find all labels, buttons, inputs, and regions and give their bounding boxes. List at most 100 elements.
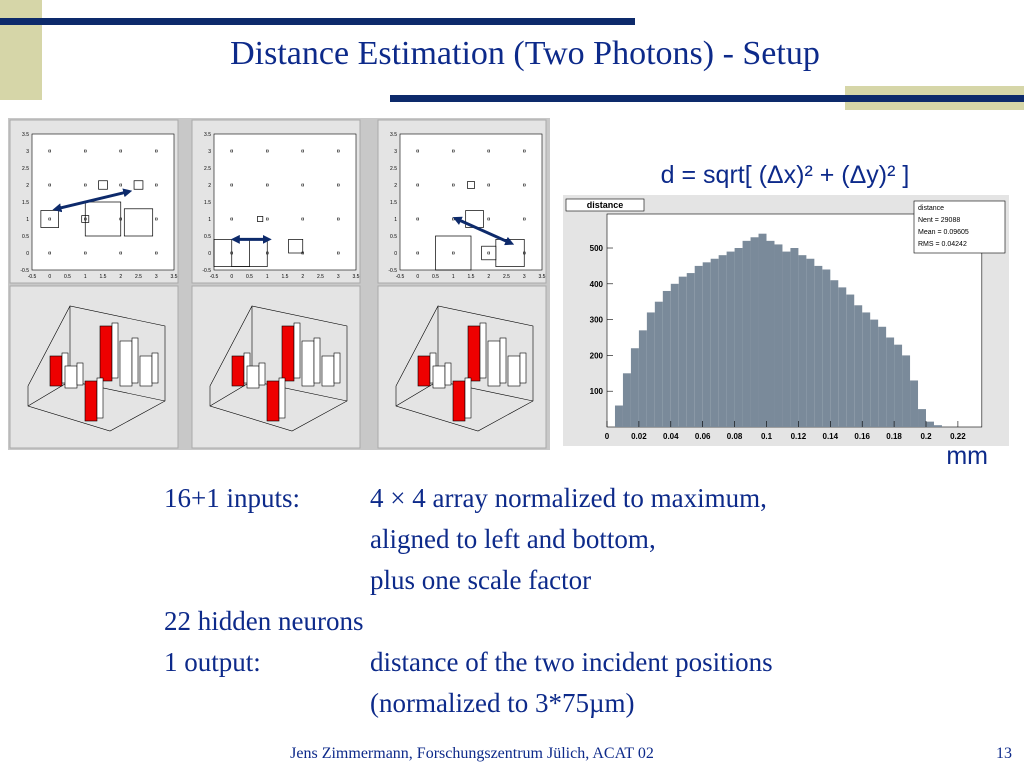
pixel-dot xyxy=(452,149,455,153)
x-tick-label: 3.5 xyxy=(171,274,178,280)
histogram-bar xyxy=(654,301,663,427)
lego-bar xyxy=(246,365,260,389)
x-tick-label: 2 xyxy=(119,274,122,280)
y-tick-label: 3 xyxy=(208,149,211,155)
pixel-dot xyxy=(266,149,269,153)
pixel-dot xyxy=(155,149,158,153)
x-tick-label: 3.5 xyxy=(353,274,360,280)
pixel-dot xyxy=(301,183,304,187)
pixel-dot xyxy=(155,217,158,221)
pixel-dot xyxy=(84,251,87,255)
x-tick-label: -0.5 xyxy=(396,274,405,280)
x-tick-label: 0.5 xyxy=(246,274,253,280)
histogram-bar xyxy=(710,258,719,427)
lego-bar-side xyxy=(96,377,104,419)
y-tick-label: 3.5 xyxy=(204,132,211,138)
x-tick-label: 2.5 xyxy=(135,274,142,280)
pixel-dot xyxy=(84,183,87,187)
stats-line: Mean = 0.09605 xyxy=(918,229,969,236)
pixel-dot xyxy=(452,251,455,255)
lego-bar-side xyxy=(131,337,139,384)
histogram-bar xyxy=(918,409,926,427)
x-tick-label: 2 xyxy=(301,274,304,280)
histogram-bar xyxy=(806,258,815,427)
pixel-dot xyxy=(337,217,340,221)
x-axis-label: mm xyxy=(946,442,988,470)
lego-bar-side xyxy=(151,352,159,384)
pixel-dot xyxy=(301,149,304,153)
lego-bar-side xyxy=(464,377,472,419)
lego-bar xyxy=(139,355,153,387)
histogram-bar xyxy=(718,255,727,427)
lego-bar xyxy=(231,355,245,387)
stats-line: Nent = 29088 xyxy=(918,217,960,224)
x-tick-label: 0.16 xyxy=(854,432,870,441)
histogram-bar xyxy=(798,255,807,427)
arrow xyxy=(452,216,515,246)
x-tick-label: 0.22 xyxy=(950,432,966,441)
histogram-bar xyxy=(774,244,783,427)
lego-bar xyxy=(49,355,63,387)
lego-bar-side xyxy=(313,337,321,384)
lego-bar-side xyxy=(333,352,341,384)
pixel-box xyxy=(123,208,154,237)
pixel-dot xyxy=(523,217,526,221)
pixel-dot xyxy=(266,217,269,221)
pixel-dot xyxy=(119,251,122,255)
lego-bar-side xyxy=(479,322,487,379)
histogram-bar xyxy=(678,276,687,427)
pixel-dot xyxy=(301,217,304,221)
pixel-dot xyxy=(452,183,455,187)
plot-area xyxy=(213,133,357,271)
x-tick-label: 0 xyxy=(416,274,419,280)
histogram-bar xyxy=(758,233,767,427)
histogram-bar xyxy=(766,240,775,427)
y-tick-label: 2 xyxy=(26,183,29,189)
lego-bar xyxy=(84,380,98,422)
y-tick-label: 2.5 xyxy=(390,166,397,172)
x-tick-label: 1 xyxy=(452,274,455,280)
lego-bar xyxy=(432,365,446,389)
slide-title: Distance Estimation (Two Photons) - Setu… xyxy=(230,35,820,72)
pixel-dot xyxy=(48,217,51,221)
histogram-bar xyxy=(630,348,639,427)
lego-bar xyxy=(507,355,521,387)
y-tick-label: 2 xyxy=(208,183,211,189)
histogram-bar xyxy=(822,269,831,427)
histogram-bar xyxy=(814,265,823,427)
histogram-bar xyxy=(726,251,735,427)
x-tick-label: 0 xyxy=(230,274,233,280)
pixel-box xyxy=(257,216,264,222)
lego-bar-side xyxy=(76,362,84,386)
pixel-box xyxy=(288,239,304,254)
x-tick-label: 1.5 xyxy=(468,274,475,280)
x-tick-label: 0.08 xyxy=(727,432,743,441)
lego-bar xyxy=(452,380,466,422)
pixel-dot xyxy=(155,183,158,187)
arrow xyxy=(52,188,133,213)
histogram-bar xyxy=(734,248,743,427)
y-tick-label: -0.5 xyxy=(388,268,397,274)
y-tick-label: 3.5 xyxy=(22,132,29,138)
pixel-dot xyxy=(416,251,419,255)
histogram-bar xyxy=(702,262,711,427)
pixel-box xyxy=(40,210,59,228)
histogram-bar xyxy=(910,380,919,427)
y-tick-label: 0 xyxy=(394,251,397,257)
pixel-dot xyxy=(416,183,419,187)
x-tick-label: -0.5 xyxy=(28,274,37,280)
x-tick-label: 0.2 xyxy=(920,432,932,441)
lego-bar xyxy=(487,340,501,387)
x-tick-label: 3.5 xyxy=(539,274,546,280)
x-tick-label: 0.04 xyxy=(663,432,679,441)
y-tick-label: 3 xyxy=(394,149,397,155)
lego-bar xyxy=(417,355,431,387)
y-tick-label: 200 xyxy=(590,351,604,360)
y-tick-label: 0 xyxy=(208,251,211,257)
body-line: 4 × 4 array normalized to maximum, xyxy=(370,483,767,513)
histogram-bar xyxy=(782,251,791,427)
pixel-dot xyxy=(48,149,51,153)
lego-bar xyxy=(281,325,295,382)
histogram-bar xyxy=(830,280,839,427)
